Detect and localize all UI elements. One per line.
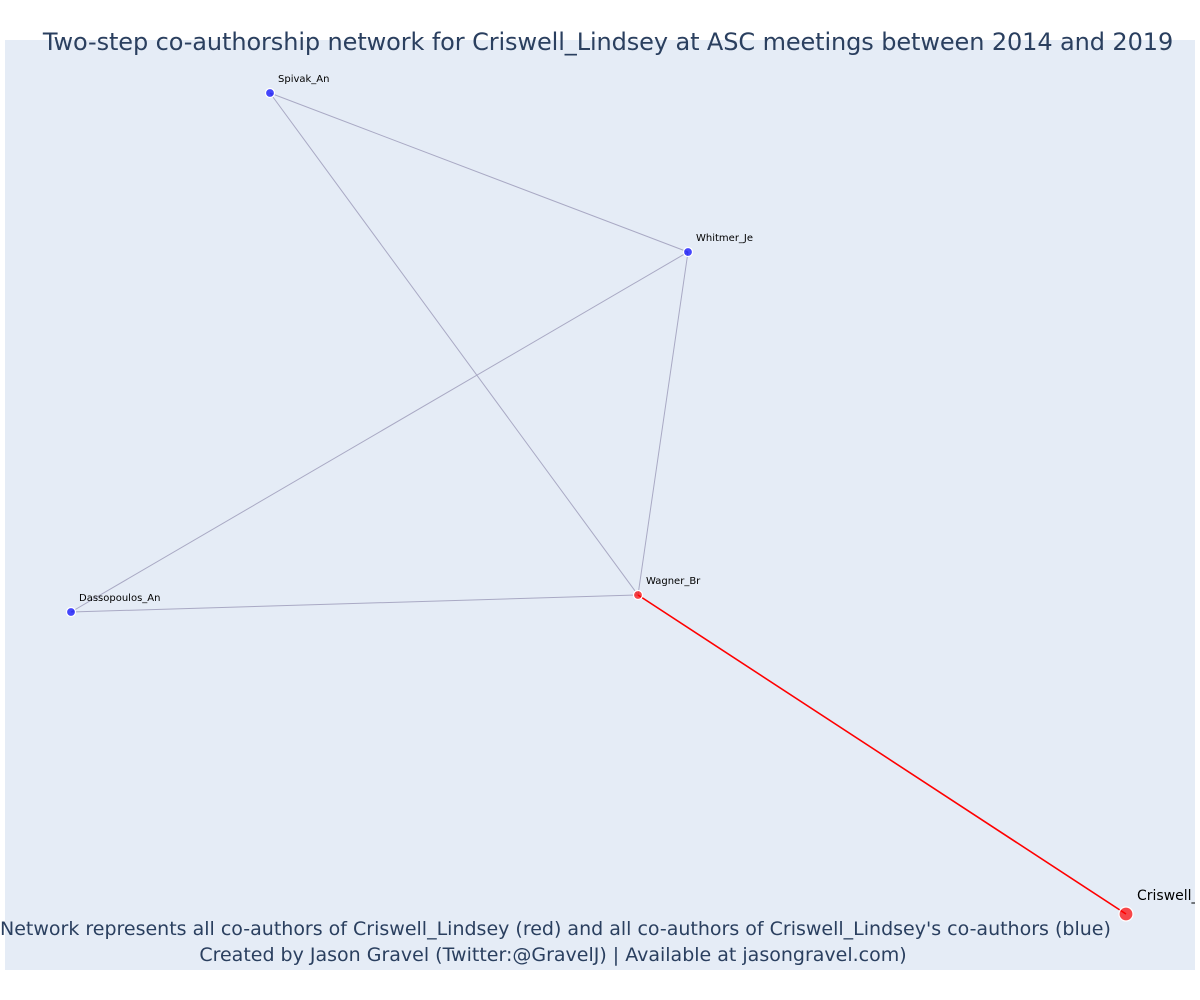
- edges-layer: [70, 92, 1127, 915]
- edge-wagner-br-criswell-lindsey: [637, 594, 1127, 915]
- edge-spivak-an-whitmer-je: [269, 92, 689, 253]
- node-wagner-br[interactable]: [632, 589, 644, 601]
- edge-whitmer-je-dassopoulos-an: [70, 251, 689, 613]
- footnote-line-1: Network represents all co-authors of Cri…: [0, 918, 1111, 940]
- nodes-layer: Spivak_An Whitmer_Je Dassopoulos_An Wagner_…: [65, 74, 1200, 922]
- edge-spivak-an-wagner-br: [269, 92, 639, 596]
- node-label-whitmer-je: Whitmer_Je: [696, 233, 753, 244]
- footnote-line-2: Created by Jason Gravel (Twitter:@Gravel…: [199, 944, 907, 966]
- node-label-dassopoulos-an: Dassopoulos_An: [79, 593, 160, 604]
- node-dassopoulos-an[interactable]: [65, 606, 77, 618]
- node-criswell-lindsey[interactable]: [1118, 906, 1134, 922]
- node-spivak-an[interactable]: [264, 87, 276, 99]
- edge-dassopoulos-an-wagner-br: [70, 594, 639, 613]
- edge-whitmer-je-wagner-br: [637, 251, 689, 596]
- chart-title: Two-step co-authorship network for Crisw…: [42, 28, 1174, 56]
- node-whitmer-je[interactable]: [682, 246, 694, 258]
- node-label-criswell-lindsey: Criswell_Lindsey: [1137, 888, 1200, 904]
- node-label-wagner-br: Wagner_Br: [646, 576, 701, 587]
- plot-area: [5, 40, 1195, 970]
- node-label-spivak-an: Spivak_An: [278, 74, 330, 85]
